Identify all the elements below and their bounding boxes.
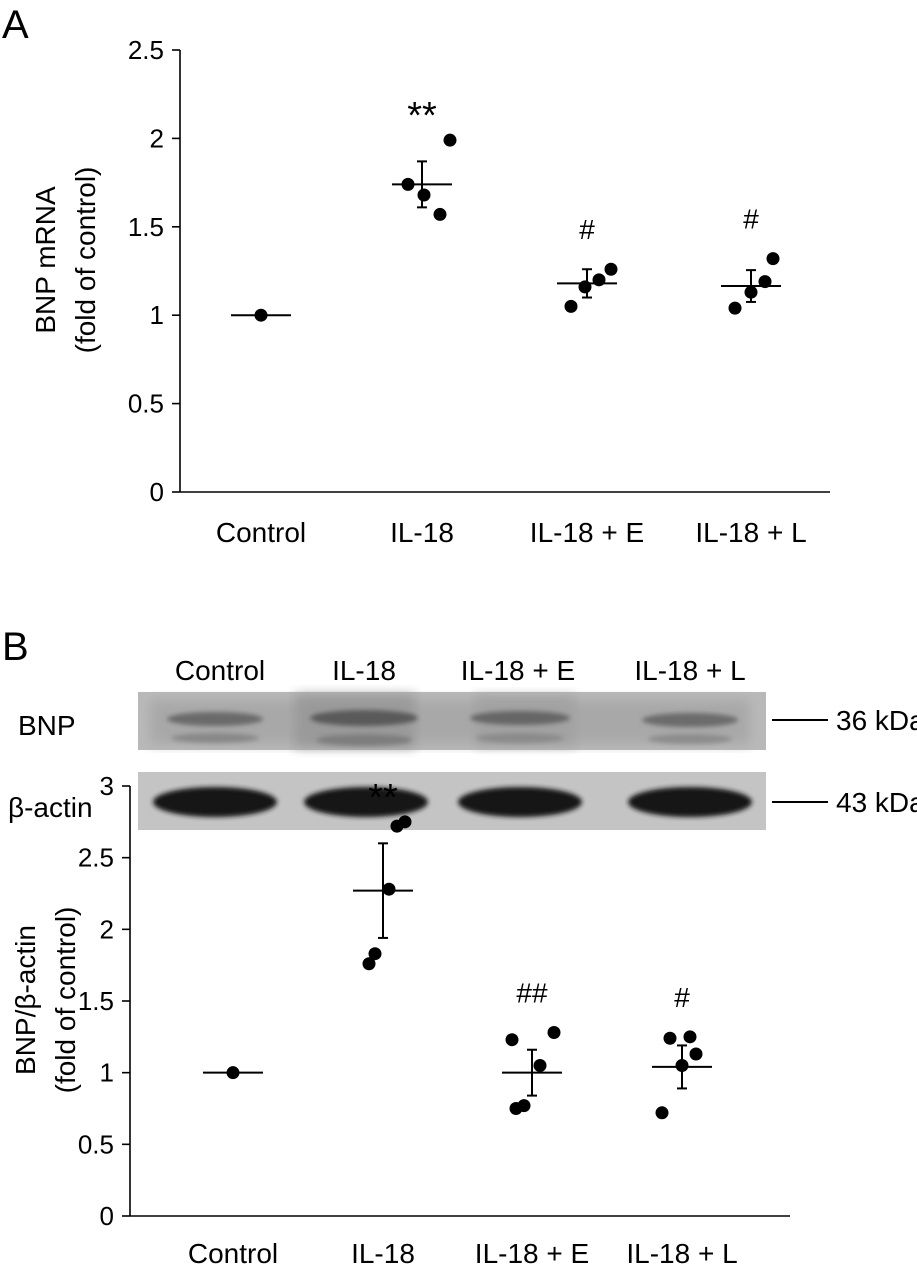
band-actin-il18-e: [458, 787, 582, 817]
data-point: [578, 280, 592, 294]
significance-annotation: #: [674, 982, 690, 1013]
data-point: [728, 301, 742, 315]
lane-label-il18: IL-18: [332, 655, 396, 686]
blot-strip-actin: [138, 772, 766, 830]
data-point: [368, 947, 382, 961]
y-tick-label: 1: [150, 300, 164, 330]
data-point: [766, 252, 780, 266]
x-category-label: IL-18: [390, 517, 454, 548]
y-axis-label-units: (fold of control): [70, 167, 101, 354]
data-group: #: [652, 982, 712, 1120]
data-point: [433, 207, 447, 221]
significance-annotation: #: [579, 214, 595, 245]
blot-strip-bnp: [138, 692, 766, 750]
chart-b: 0 0.5 1 1.5 2 2.5 3 BNP/β-actin (fold of control…: [10, 771, 790, 1266]
data-point: [517, 1099, 531, 1113]
y-tick-label: 0: [100, 1201, 114, 1231]
marker-43kda: 43 kDa: [836, 787, 917, 818]
data-group: **: [353, 777, 413, 971]
blot-row-label-actin: β-actin: [8, 792, 93, 823]
data-group: ##: [502, 978, 562, 1115]
data-point: [758, 275, 772, 289]
chart-a: 0 0.5 1 1.5 2 2.5 BNP mRNA (fold of control) Con…: [30, 35, 830, 548]
y-tick-label: 3: [100, 771, 114, 801]
y-tick-label: 2.5: [78, 843, 114, 873]
significance-annotation: **: [407, 95, 437, 137]
x-category-label: IL-18: [351, 1238, 415, 1266]
data-group: [231, 308, 291, 322]
band-bnp-il18: [310, 710, 418, 726]
data-point: [443, 133, 457, 147]
data-point: [592, 273, 606, 287]
data-group: #: [557, 214, 618, 313]
blot-row-label-bnp: BNP: [18, 710, 76, 741]
band-actin-il18-l: [628, 787, 752, 817]
x-category-label: IL-18 + L: [626, 1238, 737, 1266]
y-tick-label: 1: [100, 1058, 114, 1088]
y-tick-label: 1.5: [78, 986, 114, 1016]
data-point: [547, 1026, 561, 1040]
y-axis-label: BNP/β-actin: [10, 925, 41, 1075]
data-group: [203, 1066, 263, 1080]
data-point: [683, 1030, 697, 1044]
y-tick-label: 2: [150, 123, 164, 153]
significance-annotation: ##: [516, 978, 548, 1009]
data-point: [744, 285, 758, 299]
data-group: #: [721, 204, 781, 315]
panel-label-b: B: [2, 625, 29, 669]
band-actin-il18: [304, 787, 428, 817]
data-point: [675, 1059, 689, 1072]
data-point: [254, 308, 268, 322]
band-bnp-il18-e: [470, 711, 570, 725]
y-tick-label: 0.5: [78, 1129, 114, 1159]
significance-annotation: **: [368, 777, 398, 819]
lane-label-control: Control: [175, 655, 265, 686]
x-category-label: IL-18 + L: [695, 517, 806, 548]
data-point: [417, 188, 431, 202]
band-bnp-il18-l: [642, 713, 738, 727]
data-point: [564, 299, 578, 313]
data-point: [382, 882, 396, 896]
data-point: [505, 1033, 519, 1047]
data-point: [401, 177, 415, 191]
y-tick-label: 2: [100, 914, 114, 944]
x-category-label: Control: [216, 517, 306, 548]
y-axis-label-units: (fold of control): [50, 907, 81, 1094]
data-point: [362, 957, 376, 971]
y-tick-label: 0: [150, 477, 164, 507]
data-point: [689, 1047, 703, 1061]
band-actin-control: [153, 787, 277, 817]
y-tick-label: 1.5: [128, 212, 164, 242]
western-blot: Control IL-18 IL-18 + E IL-18 + L BNP β-…: [8, 655, 917, 830]
x-category-label: IL-18 + E: [475, 1238, 589, 1266]
data-point: [398, 815, 412, 829]
y-tick-label: 2.5: [128, 35, 164, 65]
x-category-label: Control: [188, 1238, 278, 1266]
significance-annotation: #: [743, 204, 759, 235]
y-axis-label: BNP mRNA: [30, 186, 61, 334]
data-point: [663, 1031, 677, 1045]
data-point: [604, 262, 618, 276]
lane-label-il18-e: IL-18 + E: [461, 655, 575, 686]
lane-label-il18-l: IL-18 + L: [634, 655, 745, 686]
marker-36kda: 36 kDa: [836, 705, 917, 736]
y-tick-label: 0.5: [128, 389, 164, 419]
data-point: [655, 1106, 669, 1120]
panel-label-a: A: [2, 3, 29, 47]
data-point: [226, 1066, 240, 1080]
band-bnp-control: [167, 712, 263, 726]
data-point: [533, 1059, 547, 1072]
x-category-label: IL-18 + E: [530, 517, 644, 548]
data-group: **: [392, 95, 457, 221]
